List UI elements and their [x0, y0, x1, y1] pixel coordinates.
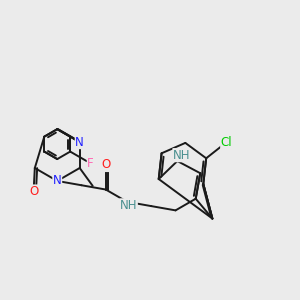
Text: NH: NH [173, 148, 190, 162]
Text: Cl: Cl [221, 136, 232, 149]
Text: F: F [87, 157, 94, 170]
Text: N: N [75, 136, 84, 148]
Text: O: O [101, 158, 110, 172]
Text: NH: NH [120, 199, 137, 212]
Text: N: N [53, 175, 62, 188]
Text: O: O [29, 185, 38, 198]
